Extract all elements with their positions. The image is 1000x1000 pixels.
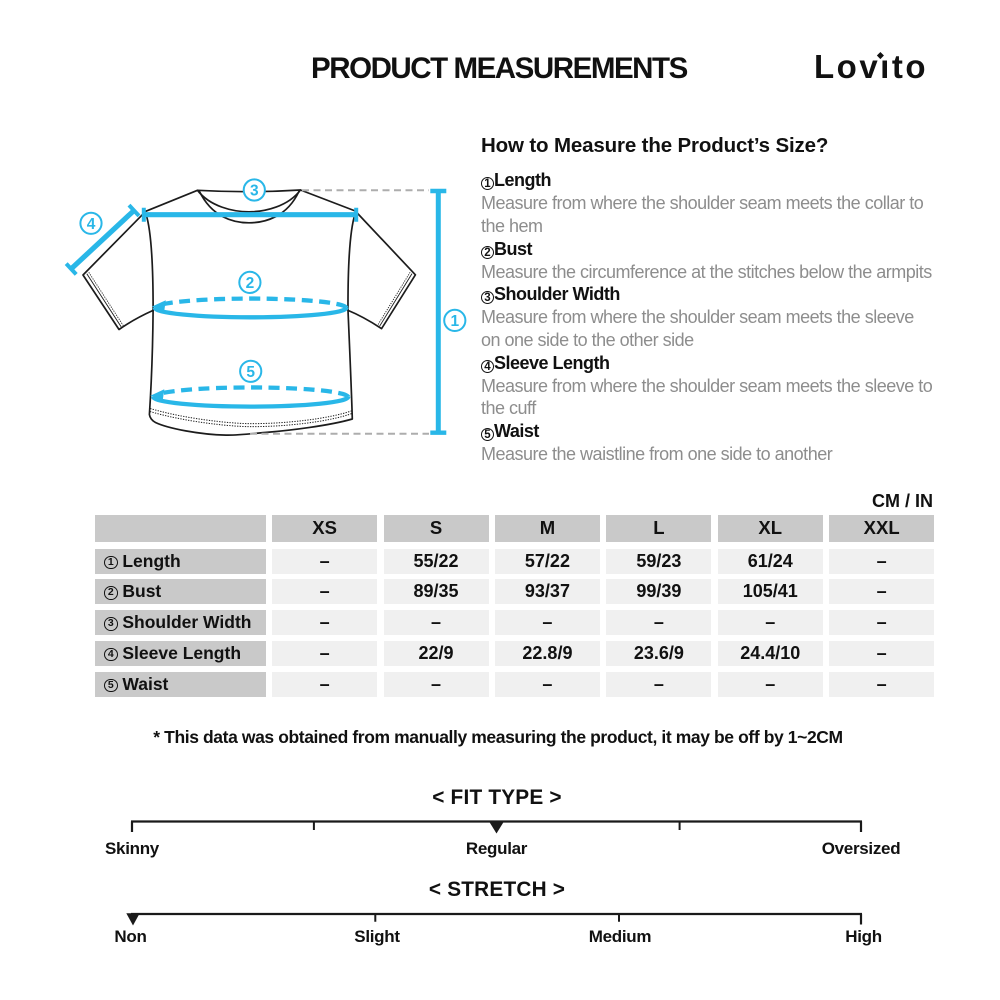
svg-text:2: 2 [246,275,255,292]
svg-text:3: 3 [250,183,259,200]
svg-text:4: 4 [87,216,96,233]
svg-text:1: 1 [450,313,459,330]
svg-text:5: 5 [246,364,255,381]
